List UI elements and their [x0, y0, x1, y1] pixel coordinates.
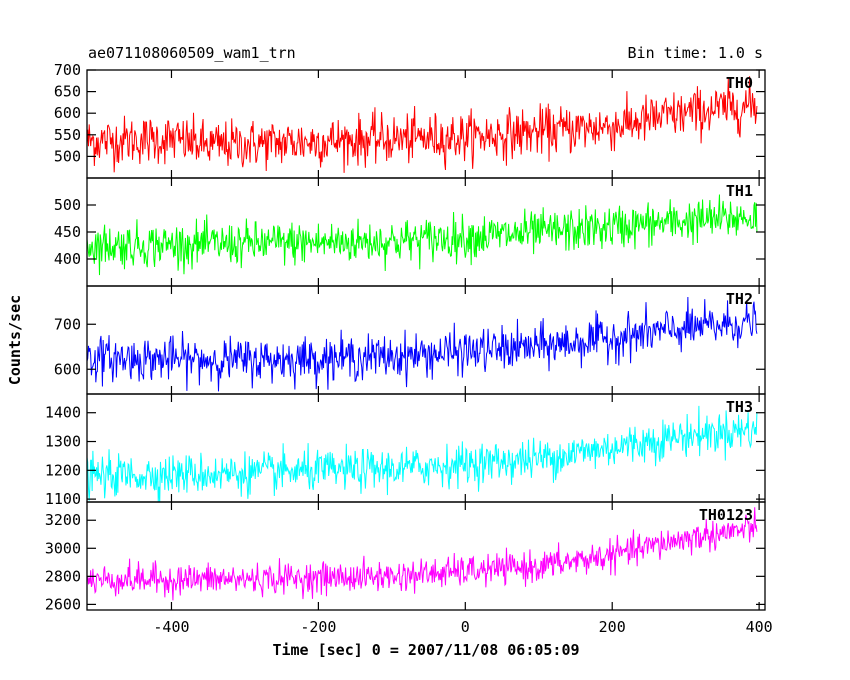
panel-frame-th2	[86, 285, 766, 395]
ytick-label-th0-500: 500	[54, 147, 81, 165]
x-axis-label: Time [sec] 0 = 2007/11/08 06:05:09	[272, 641, 579, 659]
ytick-label-th2-600: 600	[54, 360, 81, 378]
ytick-label-th1-400: 400	[54, 250, 81, 268]
ytick-label-th0123-2800: 2800	[45, 567, 81, 585]
xtick-label--200: -200	[300, 618, 336, 636]
panel-label-th0123: TH0123	[699, 506, 753, 524]
ytick-label-th0-600: 600	[54, 104, 81, 122]
panel-label-th2: TH2	[726, 290, 753, 308]
ytick-label-th0-650: 650	[54, 83, 81, 101]
ytick-label-th3-1200: 1200	[45, 461, 81, 479]
ytick-label-th2-700: 700	[54, 315, 81, 333]
panel-label-th0: TH0	[726, 74, 753, 92]
ytick-label-th3-1400: 1400	[45, 404, 81, 422]
series-th0123	[87, 507, 758, 601]
ytick-label-th3-1300: 1300	[45, 433, 81, 451]
series-th1	[87, 194, 758, 276]
ytick-label-th0-700: 700	[54, 61, 81, 79]
ytick-label-th1-450: 450	[54, 223, 81, 241]
chart-title: ae071108060509_wam1_trn	[88, 44, 296, 62]
xtick-label-0: 0	[461, 618, 470, 636]
ytick-label-th3-1100: 1100	[45, 490, 81, 508]
y-axis-label: Counts/sec	[6, 295, 24, 385]
series-th2	[87, 297, 758, 392]
ytick-label-th0123-3000: 3000	[45, 539, 81, 557]
series-th3	[87, 405, 758, 502]
ytick-label-th0123-2600: 2600	[45, 595, 81, 613]
xtick-label-200: 200	[599, 618, 626, 636]
xtick-label--400: -400	[153, 618, 189, 636]
panel-frame-th0	[86, 69, 766, 179]
panel-label-th3: TH3	[726, 398, 753, 416]
xtick-label-400: 400	[746, 618, 773, 636]
ytick-label-th0123-3200: 3200	[45, 511, 81, 529]
bin-time-label: Bin time: 1.0 s	[627, 44, 763, 62]
ytick-label-th1-500: 500	[54, 196, 81, 214]
series-th0	[87, 76, 758, 173]
ytick-label-th0-550: 550	[54, 126, 81, 144]
panel-frame-th0123	[86, 501, 766, 611]
panel-label-th1: TH1	[726, 182, 753, 200]
